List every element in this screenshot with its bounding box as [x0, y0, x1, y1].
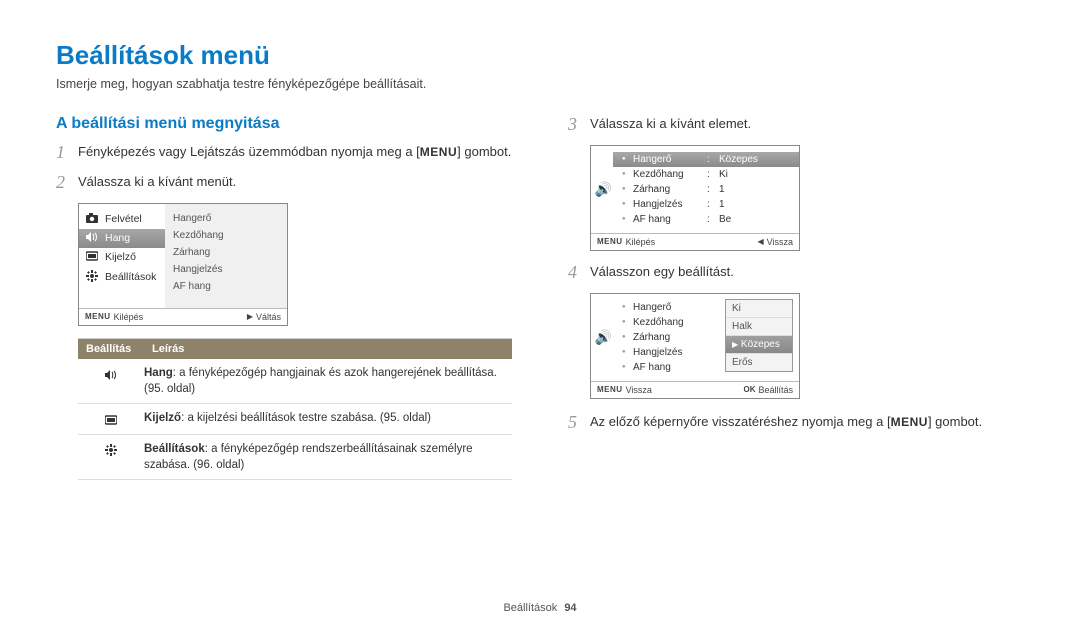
section-heading: A beállítási menü megnyitása — [56, 115, 512, 133]
display-icon — [78, 410, 144, 428]
menu-key: MENU — [85, 312, 111, 321]
menu-key: MENU — [597, 385, 623, 394]
footer-text: Beállítás — [758, 385, 793, 395]
table-header: Leírás — [144, 339, 512, 359]
step-text: ] gombot. — [457, 144, 511, 159]
dropdown-option: ▶ Közepes — [726, 336, 792, 354]
footer-text: Kilépés — [626, 237, 656, 247]
settings-table: Beállítás Leírás Hang: a fényképezőgép h… — [78, 338, 512, 480]
step-text: Az előző képernyőre visszatéréshez nyomj… — [590, 414, 891, 429]
step-number: 2 — [56, 173, 78, 193]
step-2: 2 Válassza ki a kívánt menüt. — [56, 173, 512, 193]
step-number: 3 — [568, 115, 590, 135]
page-title: Beállítások menü — [56, 40, 1024, 71]
step-number: 4 — [568, 263, 590, 283]
row-name: Kijelző — [144, 412, 181, 424]
list-item: ●Hangerő:Közepes — [613, 152, 799, 167]
dropdown-option: Erős — [726, 354, 792, 371]
step-text: Fényképezés vagy Lejátszás üzemmódban ny… — [78, 144, 420, 159]
step-number: 5 — [568, 413, 590, 433]
sound-icon — [78, 365, 144, 397]
row-desc: : a fényképezőgép hangjainak és azok han… — [144, 367, 497, 395]
step-5: 5 Az előző képernyőre visszatéréshez nyo… — [568, 413, 1024, 433]
step-text: Válasszon egy beállítást. — [590, 263, 734, 281]
step-1: 1 Fényképezés vagy Lejátszás üzemmódban … — [56, 143, 512, 163]
submenu-item: Zárhang — [173, 244, 281, 261]
list-item: ●Kezdőhang:Ki — [613, 167, 799, 182]
menu-key: MENU — [891, 415, 928, 429]
sound-icon: 🔊 — [591, 181, 613, 198]
step-text: Válassza ki a kívánt menüt. — [78, 173, 236, 191]
menu-item: Kijelző — [79, 248, 165, 267]
display-icon — [85, 251, 99, 264]
menu-item: Hang — [79, 229, 165, 248]
table-row: Kijelző: a kijelzési beállítások testre … — [78, 404, 512, 435]
dropdown-option: Ki — [726, 300, 792, 318]
nav-icon: ◀ — [757, 237, 763, 246]
right-column: 3 Válassza ki a kívánt elemet. 🔊 ●Hanger… — [568, 115, 1024, 480]
menu-label: Hang — [105, 232, 130, 244]
table-row: Beállítások: a fényképezőgép rendszerbeá… — [78, 435, 512, 480]
gear-icon — [78, 441, 144, 473]
menu-key: MENU — [420, 145, 457, 159]
submenu-item: Kezdőhang — [173, 227, 281, 244]
step-4: 4 Válasszon egy beállítást. — [568, 263, 1024, 283]
footer-text: Vissza — [767, 237, 793, 247]
menu-label: Beállítások — [105, 271, 156, 283]
row-name: Beállítások — [144, 443, 205, 455]
list-item: ●Hangjelzés:1 — [613, 197, 799, 212]
table-header: Beállítás — [78, 339, 144, 359]
submenu-item: Hangjelzés — [173, 261, 281, 278]
camera-screen-menu: Felvétel Hang Kijelző Beállítások HangerőKe… — [78, 203, 288, 326]
sound-icon: 🔊 — [591, 329, 613, 346]
camera-screen-list: 🔊 ●Hangerő:Közepes●Kezdőhang:Ki●Zárhang:… — [590, 145, 800, 251]
list-item: ●Zárhang:1 — [613, 182, 799, 197]
sound-icon — [85, 232, 99, 245]
left-column: A beállítási menü megnyitása 1 Fényképez… — [56, 115, 512, 480]
menu-item: Beállítások — [79, 267, 165, 288]
gear-icon — [85, 270, 99, 285]
step-text: ] gombot. — [928, 414, 982, 429]
page-footer: Beállítások 94 — [0, 602, 1080, 614]
nav-icon: ▶ — [247, 312, 253, 321]
list-item: ●AF hang:Be — [613, 212, 799, 227]
step-number: 1 — [56, 143, 78, 163]
camera-icon — [85, 213, 99, 226]
page-subtitle: Ismerje meg, hogyan szabhatja testre fén… — [56, 77, 1024, 91]
menu-key: MENU — [597, 237, 623, 246]
camera-screen-popup: 🔊 ●Hangerő●Kezdőhang●Zárhang●Hangjelzés●… — [590, 293, 800, 399]
submenu-item: Hangerő — [173, 210, 281, 227]
row-desc: : a kijelzési beállítások testre szabása… — [181, 412, 431, 424]
menu-label: Felvétel — [105, 213, 142, 225]
dropdown-popup: KiHalk▶ KözepesErős — [725, 299, 793, 372]
table-row: Hang: a fényképezőgép hangjainak és azok… — [78, 359, 512, 404]
step-text: Válassza ki a kívánt elemet. — [590, 115, 751, 133]
submenu-item: AF hang — [173, 278, 281, 295]
footer-text: Váltás — [256, 312, 281, 322]
menu-item: Felvétel — [79, 210, 165, 229]
ok-key: OK — [743, 385, 755, 394]
dropdown-option: Halk — [726, 318, 792, 336]
menu-label: Kijelző — [105, 251, 136, 263]
footer-text: Vissza — [626, 385, 652, 395]
footer-text: Kilépés — [114, 312, 144, 322]
step-3: 3 Válassza ki a kívánt elemet. — [568, 115, 1024, 135]
row-name: Hang — [144, 367, 173, 379]
